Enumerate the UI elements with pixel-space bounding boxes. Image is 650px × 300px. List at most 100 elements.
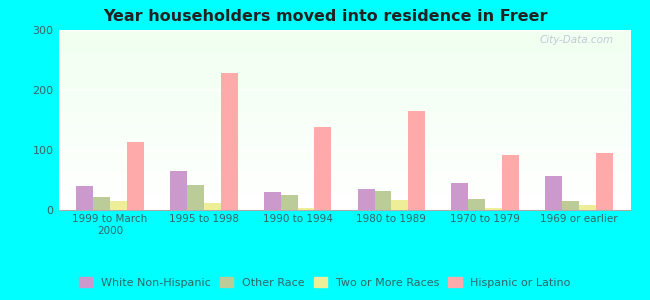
- Bar: [58, 131, 630, 132]
- Bar: [127, 142, 144, 210]
- Bar: [58, 124, 630, 125]
- Bar: [58, 76, 630, 77]
- Bar: [58, 181, 630, 182]
- Bar: [58, 144, 630, 145]
- Bar: [58, 140, 630, 141]
- Bar: [58, 59, 630, 60]
- Bar: [58, 37, 630, 38]
- Bar: [58, 120, 630, 121]
- Bar: [58, 46, 630, 47]
- Bar: [58, 97, 630, 98]
- Bar: [58, 141, 630, 142]
- Bar: [58, 172, 630, 173]
- Bar: [58, 118, 630, 119]
- Bar: [58, 150, 630, 151]
- Bar: [58, 117, 630, 118]
- Bar: [58, 199, 630, 200]
- Bar: [58, 94, 630, 95]
- Bar: [58, 52, 630, 53]
- Bar: [58, 35, 630, 36]
- Bar: [579, 205, 596, 210]
- Bar: [58, 69, 630, 70]
- Bar: [221, 73, 238, 210]
- Bar: [58, 165, 630, 166]
- Bar: [58, 160, 630, 161]
- Bar: [545, 176, 562, 210]
- Bar: [58, 40, 630, 41]
- Bar: [58, 203, 630, 204]
- Bar: [204, 203, 221, 210]
- Bar: [58, 209, 630, 210]
- Bar: [58, 56, 630, 57]
- Bar: [58, 47, 630, 48]
- Bar: [58, 167, 630, 168]
- Bar: [58, 100, 630, 101]
- Bar: [58, 75, 630, 76]
- Bar: [58, 132, 630, 133]
- Bar: [58, 93, 630, 94]
- Bar: [58, 51, 630, 52]
- Bar: [58, 183, 630, 184]
- Bar: [58, 67, 630, 68]
- Bar: [58, 54, 630, 55]
- Bar: [58, 64, 630, 65]
- Bar: [58, 121, 630, 122]
- Bar: [58, 168, 630, 169]
- Bar: [58, 177, 630, 178]
- Bar: [58, 191, 630, 192]
- Bar: [58, 156, 630, 157]
- Bar: [58, 202, 630, 203]
- Bar: [58, 173, 630, 174]
- Bar: [93, 197, 110, 210]
- Bar: [58, 159, 630, 160]
- Bar: [264, 192, 281, 210]
- Bar: [58, 160, 630, 161]
- Bar: [58, 138, 630, 139]
- Bar: [58, 81, 630, 82]
- Text: Year householders moved into residence in Freer: Year householders moved into residence i…: [103, 9, 547, 24]
- Bar: [58, 39, 630, 40]
- Bar: [58, 142, 630, 143]
- Bar: [58, 149, 630, 150]
- Bar: [58, 161, 630, 162]
- Bar: [58, 155, 630, 156]
- Bar: [58, 78, 630, 79]
- Bar: [58, 101, 630, 102]
- Bar: [58, 41, 630, 42]
- Bar: [58, 63, 630, 64]
- Bar: [451, 183, 468, 210]
- Bar: [58, 171, 630, 172]
- Bar: [58, 87, 630, 88]
- Bar: [58, 169, 630, 170]
- Bar: [58, 98, 630, 99]
- Bar: [58, 129, 630, 130]
- Bar: [58, 89, 630, 90]
- Bar: [58, 49, 630, 50]
- Bar: [58, 53, 630, 54]
- Bar: [58, 162, 630, 163]
- Bar: [58, 128, 630, 129]
- Bar: [58, 107, 630, 108]
- Bar: [58, 135, 630, 136]
- Bar: [298, 208, 315, 210]
- Bar: [58, 137, 630, 138]
- Bar: [58, 108, 630, 109]
- Bar: [58, 114, 630, 115]
- Bar: [58, 82, 630, 83]
- Bar: [58, 90, 630, 91]
- Bar: [58, 187, 630, 188]
- Bar: [58, 83, 630, 84]
- Bar: [58, 179, 630, 180]
- Bar: [58, 102, 630, 103]
- Bar: [58, 58, 630, 59]
- Bar: [58, 153, 630, 154]
- Bar: [58, 70, 630, 71]
- Bar: [58, 119, 630, 120]
- Bar: [58, 190, 630, 191]
- Bar: [58, 175, 630, 176]
- Bar: [58, 60, 630, 61]
- Bar: [281, 195, 298, 210]
- Bar: [58, 68, 630, 69]
- Bar: [58, 166, 630, 167]
- Bar: [58, 109, 630, 110]
